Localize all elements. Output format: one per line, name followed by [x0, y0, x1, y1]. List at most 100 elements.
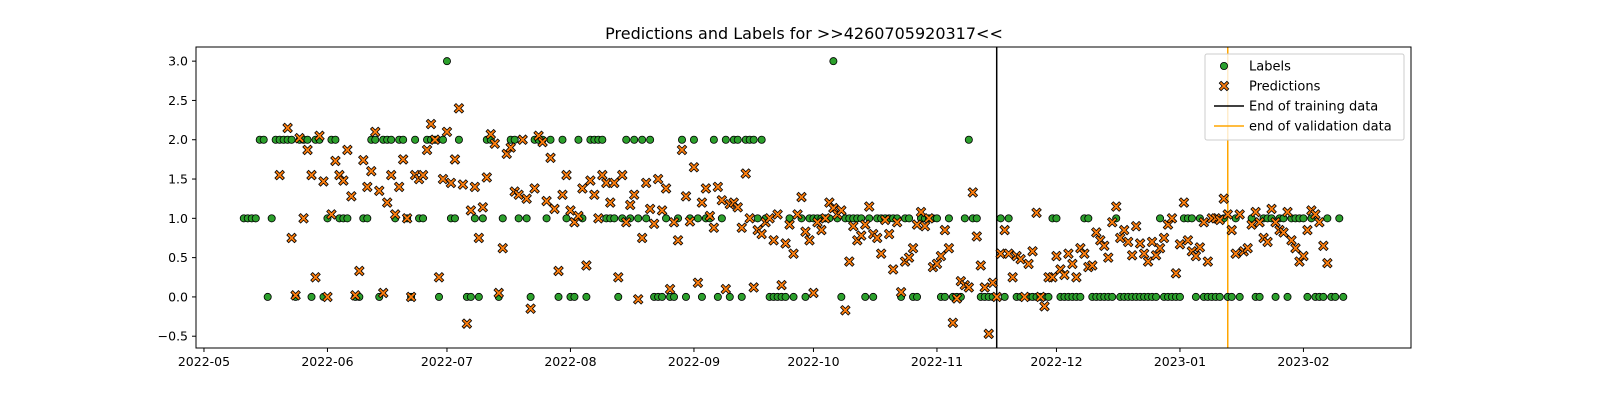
prediction-point: [915, 206, 927, 218]
prediction-point: [768, 235, 779, 246]
label-point: [781, 292, 790, 301]
prediction-point: [816, 224, 827, 236]
prediction-point: [1278, 227, 1289, 238]
label-point: [251, 214, 260, 223]
label-point: [331, 135, 340, 144]
prediction-point: [847, 220, 859, 232]
prediction-point: [680, 191, 692, 202]
label-point: [498, 214, 507, 223]
label-point: [1156, 214, 1165, 223]
label-point: [670, 292, 679, 301]
prediction-point: [947, 317, 959, 329]
points-layer: [239, 57, 1348, 340]
prediction-point: [859, 219, 871, 230]
prediction-point: [967, 187, 979, 198]
prediction-point: [517, 134, 528, 146]
prediction-point: [656, 205, 668, 216]
label-point: [709, 135, 718, 144]
prediction-point: [1194, 242, 1206, 253]
x-tick-label: 2023-01: [1154, 354, 1206, 369]
prediction-point: [561, 169, 572, 181]
prediction-point: [1087, 260, 1098, 271]
prediction-point: [636, 232, 648, 244]
prediction-point: [820, 213, 831, 224]
x-tick-label: 2022-11: [911, 354, 963, 369]
prediction-point: [1166, 213, 1178, 224]
prediction-point: [401, 213, 413, 224]
prediction-point: [1182, 235, 1194, 246]
prediction-point: [664, 283, 676, 295]
label-point: [678, 135, 687, 144]
prediction-point: [597, 169, 608, 181]
prediction-point: [330, 155, 341, 167]
prediction-point: [421, 144, 433, 156]
x-tick-label: 2022-09: [668, 354, 720, 369]
label-point: [1004, 214, 1013, 223]
prediction-point: [601, 177, 612, 189]
label-point: [474, 292, 483, 301]
label-point: [622, 135, 631, 144]
prediction-point: [529, 183, 540, 194]
prediction-point: [461, 318, 473, 329]
prediction-point: [700, 183, 712, 194]
prediction-point: [1302, 224, 1313, 236]
prediction-point: [525, 303, 536, 315]
x-tick-label: 2022-10: [787, 354, 839, 369]
y-tick-label: 1.5: [168, 172, 188, 187]
prediction-point: [883, 228, 895, 240]
y-tick-label: −0.5: [158, 329, 188, 344]
label-point: [801, 292, 810, 301]
prediction-point: [1202, 256, 1214, 267]
prediction-point: [764, 213, 775, 224]
label-point: [514, 214, 523, 223]
prediction-point: [796, 191, 807, 203]
prediction-point: [1015, 253, 1026, 265]
label-point: [837, 292, 846, 301]
prediction-point: [776, 279, 787, 291]
label-point: [562, 214, 571, 223]
prediction-point: [1230, 248, 1242, 259]
label-point: [287, 135, 296, 144]
prediction-point: [919, 220, 931, 232]
prediction-point: [1222, 209, 1234, 220]
label-point: [789, 292, 798, 301]
prediction-point: [855, 230, 867, 241]
label-point: [721, 135, 730, 144]
label-point: [964, 135, 973, 144]
prediction-point: [1310, 209, 1321, 220]
prediction-point: [692, 277, 704, 289]
prediction-point: [342, 144, 353, 156]
prediction-point: [1067, 258, 1078, 270]
label-point: [1000, 292, 1009, 301]
prediction-point: [537, 136, 548, 148]
prediction-point: [640, 177, 652, 189]
prediction-point: [553, 265, 564, 277]
legend-label-training: End of training data: [1249, 100, 1378, 115]
label-point: [267, 214, 276, 223]
label-point: [1331, 292, 1340, 301]
label-point: [554, 292, 563, 301]
prediction-point: [1031, 207, 1042, 219]
prediction-point: [935, 250, 947, 262]
prediction-point: [1134, 238, 1146, 249]
prediction-point: [477, 202, 489, 213]
prediction-point: [983, 328, 995, 340]
label-point: [363, 214, 372, 223]
label-point: [932, 214, 941, 223]
prediction-point: [377, 287, 389, 299]
label-point: [785, 214, 794, 223]
label-point: [1271, 292, 1280, 301]
prediction-point: [314, 130, 325, 142]
y-tick-label: 0.5: [168, 250, 188, 265]
prediction-point: [943, 242, 955, 254]
label-point: [1084, 214, 1093, 223]
prediction-point: [573, 210, 584, 222]
prediction-point: [696, 197, 708, 208]
label-point: [570, 292, 579, 301]
prediction-point: [939, 224, 951, 236]
label-point: [558, 135, 567, 144]
prediction-point: [708, 222, 720, 234]
prediction-point: [338, 175, 349, 186]
label-point: [638, 135, 647, 144]
prediction-point: [1110, 201, 1122, 212]
